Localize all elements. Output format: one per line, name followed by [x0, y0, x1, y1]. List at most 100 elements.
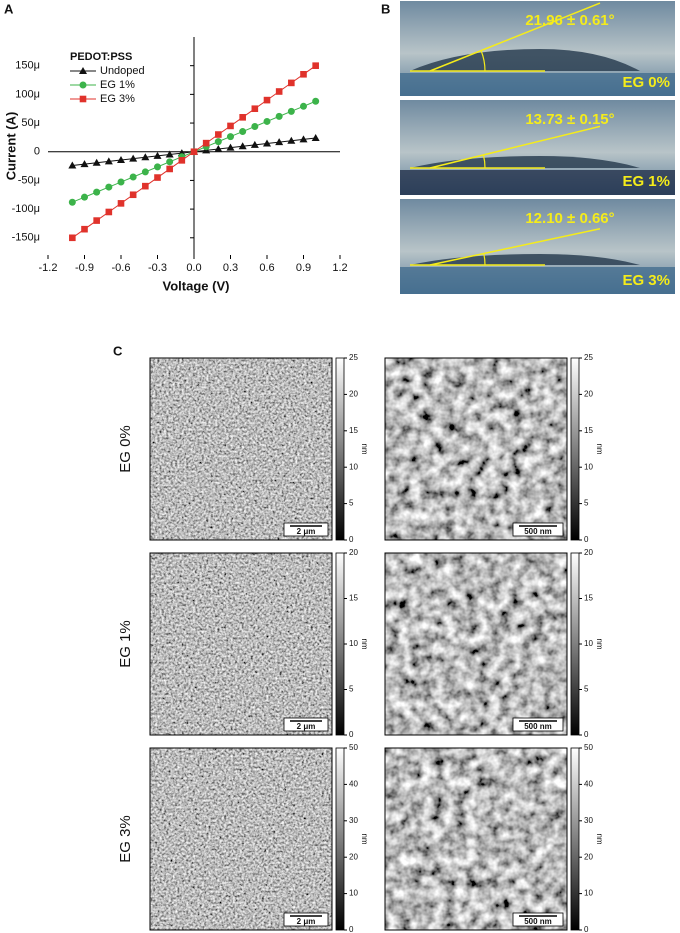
colorbar [335, 747, 345, 931]
marker [117, 200, 125, 207]
marker [166, 158, 174, 166]
marker [117, 178, 125, 186]
colorbar-tick-label: 10 [349, 639, 358, 648]
angle-arc [480, 50, 486, 72]
colorbar [335, 357, 345, 541]
afm-image [385, 358, 567, 540]
droplet [410, 49, 640, 71]
y-tick-label: -150μ [12, 232, 40, 244]
sample-label: EG 3% [622, 272, 670, 289]
colorbar-tick-label: 0 [584, 730, 589, 739]
colorbar-tick-label: 30 [584, 816, 593, 825]
colorbar-tick-label: 20 [584, 548, 593, 557]
marker [105, 208, 113, 216]
marker [275, 112, 283, 120]
photo-lower [400, 267, 675, 294]
y-tick-label: 150μ [15, 60, 40, 72]
angle-arc [483, 253, 486, 266]
contact-angle: 12.10 ± 0.66° [525, 210, 614, 227]
panel-label: A [4, 1, 14, 16]
marker [154, 163, 161, 171]
image-frame [149, 552, 333, 736]
colorbar-tick-label: 15 [349, 426, 358, 435]
marker [239, 128, 247, 136]
tangent [429, 2, 601, 72]
marker [79, 81, 87, 89]
afm-image [150, 748, 332, 930]
afm-image [150, 553, 332, 735]
marker [68, 161, 77, 169]
marker [227, 133, 234, 141]
colorbar [570, 747, 580, 931]
x-tick-label: 0.3 [223, 262, 238, 274]
y-tick-label: 0 [34, 146, 40, 158]
y-tick-label: -100μ [12, 203, 40, 215]
colorbar-unit: nm [595, 443, 604, 454]
marker [141, 168, 149, 176]
x-tick-label: 0.0 [186, 262, 201, 274]
marker [166, 165, 173, 173]
row-label: EG 3% [117, 815, 134, 863]
sample-label: EG 0% [622, 74, 670, 91]
marker [287, 107, 295, 115]
marker [312, 97, 320, 105]
colorbar-tick-label: 50 [349, 743, 358, 752]
scale-bar-label: 500 nm [524, 527, 552, 536]
marker [263, 96, 271, 104]
colorbar-tick-label: 50 [584, 743, 593, 752]
marker [311, 133, 320, 141]
marker [68, 198, 76, 206]
y-tick-label: -50μ [18, 174, 40, 186]
colorbar-unit: nm [360, 833, 369, 844]
marker [215, 131, 222, 138]
colorbar-tick-label: 0 [349, 730, 354, 739]
colorbar-tick-label: 5 [584, 685, 589, 694]
marker [129, 191, 137, 199]
row-label: EG 1% [117, 620, 134, 668]
colorbar-tick-label: 40 [349, 780, 358, 789]
contact-angle: 13.73 ± 0.15° [525, 111, 614, 128]
marker [250, 140, 259, 148]
marker [178, 157, 186, 164]
colorbar-tick-label: 5 [349, 685, 354, 694]
colorbar-tick-label: 0 [584, 925, 589, 933]
marker [251, 105, 259, 113]
legend-label: Undoped [100, 65, 145, 77]
colorbar-unit: nm [595, 833, 604, 844]
marker [153, 151, 162, 159]
marker [154, 174, 161, 181]
sample-label: EG 1% [622, 173, 670, 190]
image-frame [149, 747, 333, 931]
scale-bar-label: 500 nm [524, 917, 552, 926]
marker [288, 79, 295, 87]
afm-image [385, 748, 567, 930]
marker [275, 88, 283, 95]
scale-bar-label: 2 μm [297, 917, 316, 926]
panel-label: C [113, 343, 123, 358]
marker [312, 62, 319, 69]
marker [81, 225, 88, 233]
marker [80, 160, 89, 168]
marker [287, 136, 296, 144]
colorbar-unit: nm [595, 638, 604, 649]
marker [129, 173, 137, 181]
marker [93, 217, 100, 224]
image-frame [384, 357, 568, 541]
marker [300, 70, 307, 78]
colorbar-unit: nm [360, 638, 369, 649]
marker [142, 182, 149, 190]
contact-angle: 21.96 ± 0.61° [525, 12, 614, 29]
x-axis-title: Voltage (V) [163, 278, 230, 293]
marker [165, 150, 174, 158]
colorbar-tick-label: 0 [349, 925, 354, 933]
x-tick-label: -0.6 [112, 262, 131, 274]
y-axis-title: Current (A) [3, 112, 18, 181]
marker [190, 148, 198, 156]
marker [79, 67, 87, 74]
colorbar-tick-label: 10 [349, 889, 358, 898]
marker [227, 122, 234, 130]
marker [81, 193, 88, 201]
colorbar-tick-label: 20 [584, 852, 593, 861]
y-tick-label: 50μ [21, 117, 40, 129]
